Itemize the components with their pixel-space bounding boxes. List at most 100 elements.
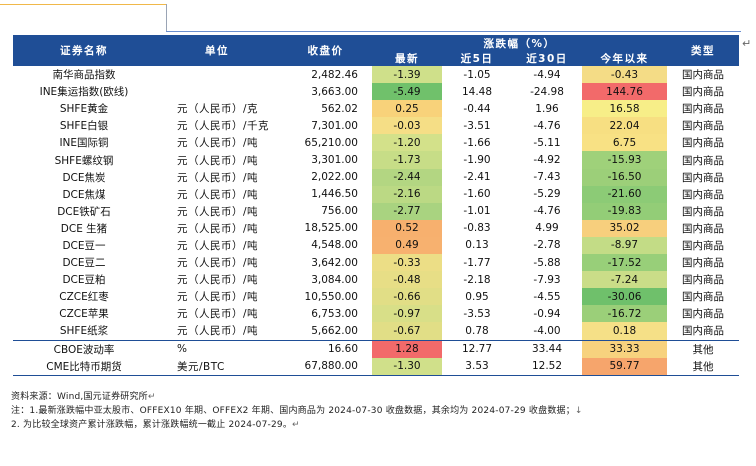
- table-row: SHFE纸浆 元（人民币）/吨 5,662.00 -0.67 0.78 -4.00 0.18…: [13, 322, 739, 340]
- cell-type: 国内商品: [682, 325, 725, 338]
- cell-name: DCE焦炭: [62, 171, 106, 184]
- top-rule-right: [166, 31, 741, 32]
- cell-name: SHFE白银: [59, 120, 109, 133]
- header-type: 类型: [667, 35, 740, 66]
- cell-ytd: 144.76: [582, 83, 668, 101]
- cell-unit: 美元/BTC: [155, 357, 279, 376]
- cell-name: DCE豆粕: [62, 274, 106, 287]
- cell-name: SHFE纸浆: [59, 325, 109, 338]
- cell-name: DCE焦煤: [62, 188, 106, 201]
- header-name: 证券名称: [13, 35, 155, 66]
- cell-30d: -24.98: [530, 85, 564, 98]
- cell-30d: -2.78: [533, 239, 561, 252]
- table-row: DCE 生猪 元（人民币）/吨 18,525.00 0.52 -0.83 4.99 35.0…: [13, 219, 739, 237]
- cell-latest: -2.16: [372, 185, 442, 203]
- cell-30d: 33.44: [512, 339, 582, 358]
- cell-unit: %: [155, 339, 279, 358]
- cell-price: 2,022.00: [311, 171, 358, 184]
- table-row: CZCE苹果 元（人民币）/吨 6,753.00 -0.97 -3.53 -0.94 -16…: [13, 305, 739, 323]
- cell-name: DCE 生猪: [60, 222, 108, 235]
- cell-ytd: 0.18: [582, 322, 668, 340]
- table-row: DCE铁矿石 元（人民币）/吨 756.00 -2.77 -1.01 -4.76 -19.8…: [13, 202, 739, 220]
- cell-type: 其他: [667, 339, 740, 358]
- cell-price: 18,525.00: [304, 222, 358, 235]
- cell-5d: -0.83: [463, 222, 491, 235]
- cell-unit: 元（人民币）/吨: [177, 291, 259, 304]
- header-price: 收盘价: [279, 35, 372, 66]
- cell-ytd: 59.77: [582, 357, 668, 376]
- cell-latest: 1.28: [372, 339, 442, 358]
- cell-30d: -4.76: [533, 119, 561, 132]
- cell-ytd: -8.97: [582, 236, 668, 255]
- cell-ytd: -21.60: [582, 185, 668, 203]
- cell-latest: -0.03: [372, 117, 442, 135]
- cell-ytd: 6.75: [582, 134, 668, 152]
- cell-unit: 元（人民币）/吨: [177, 154, 259, 167]
- cell-ytd: 16.58: [582, 100, 668, 118]
- cell-ytd: 35.02: [582, 219, 668, 237]
- cell-ytd: 22.04: [582, 117, 668, 135]
- cell-type: 国内商品: [682, 188, 725, 201]
- cell-30d: -4.92: [533, 154, 561, 167]
- cell-latest: -0.97: [372, 305, 442, 323]
- cell-latest: -1.73: [372, 151, 442, 169]
- cell-ytd: -0.43: [582, 66, 668, 84]
- cell-30d: -4.76: [533, 205, 561, 218]
- cell-name: SHFE黄金: [59, 103, 109, 116]
- cell-unit: 元（人民币）/吨: [177, 222, 259, 235]
- cell-5d: 3.53: [442, 357, 512, 376]
- cell-30d: 4.99: [535, 222, 559, 235]
- header-change-group: 涨跌幅（%）: [372, 35, 668, 51]
- cell-5d: -1.01: [463, 205, 491, 218]
- commodity-table: 证券名称 单位 收盘价 涨跌幅（%） 类型 最新 近5日 近30日 今年以来 南…: [13, 35, 740, 376]
- cell-name: CME比特币期货: [13, 357, 155, 376]
- cell-price: 6,753.00: [311, 307, 358, 320]
- cell-5d: 12.77: [442, 339, 512, 358]
- cell-ytd: -17.52: [582, 254, 668, 272]
- cell-30d: 1.96: [535, 102, 559, 115]
- cell-30d: -5.11: [533, 136, 561, 149]
- cell-latest: -0.33: [372, 254, 442, 272]
- cell-name: INE集运指数(欧线): [39, 86, 129, 99]
- cell-price: 756.00: [321, 205, 358, 218]
- cell-unit: 元（人民币）/吨: [177, 188, 259, 201]
- cell-type: 其他: [667, 357, 740, 376]
- cell-type: 国内商品: [682, 257, 725, 270]
- cell-unit: 元（人民币）/吨: [177, 274, 259, 287]
- cell-price: 562.02: [321, 102, 358, 115]
- cell-30d: -4.55: [533, 290, 561, 303]
- cell-name: DCE豆一: [62, 239, 106, 252]
- table-row: DCE豆一 元（人民币）/吨 4,548.00 0.49 0.13 -2.78 -8.97 国…: [13, 236, 739, 255]
- cell-latest: -2.44: [372, 168, 442, 186]
- cell-name: CZCE苹果: [59, 308, 109, 321]
- cell-5d: -1.77: [463, 256, 491, 269]
- table-row: DCE豆二 元（人民币）/吨 3,642.00 -0.33 -1.77 -5.88 -17.…: [13, 254, 739, 272]
- cell-30d: 12.52: [512, 357, 582, 376]
- footnote-1: 注：1.最新涨跌幅中亚太股市、OFFEX10 年期、OFFEX2 年期、国内商品…: [11, 406, 583, 416]
- cell-30d: -5.29: [533, 188, 561, 201]
- cell-name: DCE豆二: [62, 257, 106, 270]
- cell-name: 南华商品指数: [52, 69, 116, 82]
- cell-name: DCE铁矿石: [57, 205, 111, 218]
- cell-name: CZCE红枣: [59, 291, 109, 304]
- table-row: DCE焦炭 元（人民币）/吨 2,022.00 -2.44 -2.41 -7.43 -16.…: [13, 168, 739, 186]
- table-row: 南华商品指数 2,482.46 -1.39 -1.05 -4.94 -0.43 国内商品: [13, 66, 739, 84]
- cell-price: 3,301.00: [311, 154, 358, 167]
- cell-30d: -5.88: [533, 256, 561, 269]
- cell-price: 3,642.00: [311, 256, 358, 269]
- cell-price: 3,663.00: [311, 85, 358, 98]
- cell-unit: 元（人民币）/吨: [177, 171, 259, 184]
- cell-type: 国内商品: [682, 154, 725, 167]
- cell-type: 国内商品: [682, 69, 725, 82]
- cell-price: 3,084.00: [311, 273, 358, 286]
- cell-type: 国内商品: [682, 222, 725, 235]
- cell-unit: 元（人民币）/千克: [177, 120, 270, 133]
- table-row: SHFE螺纹钢 元（人民币）/吨 3,301.00 -1.73 -1.90 -4.92 -1…: [13, 151, 739, 169]
- cell-5d: -3.53: [463, 307, 491, 320]
- table-row: CZCE红枣 元（人民币）/吨 10,550.00 -0.66 0.95 -4.55 -30…: [13, 288, 739, 306]
- cell-latest: 0.25: [372, 100, 442, 118]
- cell-5d: 0.78: [465, 324, 489, 337]
- cell-type: 国内商品: [682, 205, 725, 218]
- table-row: INE集运指数(欧线) 3,663.00 -5.49 14.48 -24.98 144.7…: [13, 83, 739, 101]
- cell-5d: -1.90: [463, 154, 491, 167]
